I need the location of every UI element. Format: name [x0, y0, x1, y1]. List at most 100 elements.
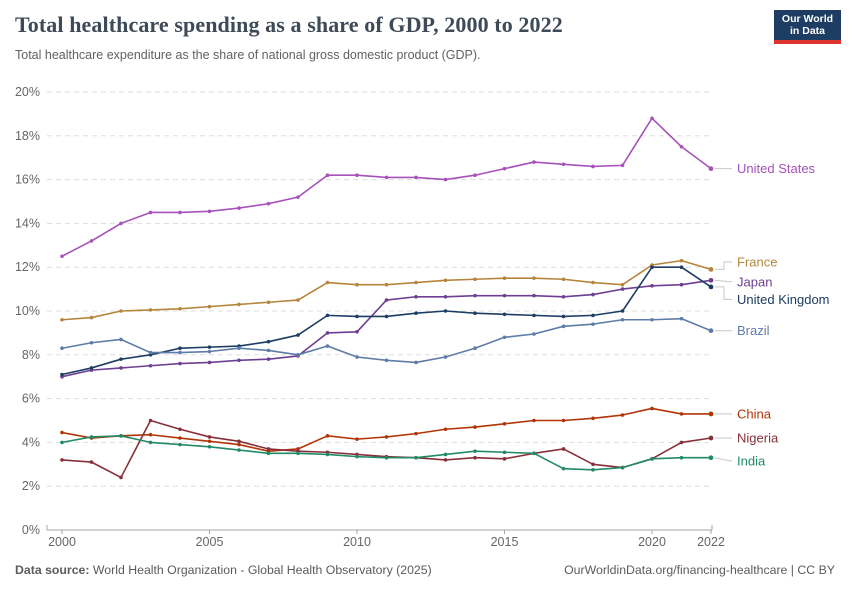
data-point[interactable]	[591, 416, 595, 421]
series-france[interactable]: France	[60, 254, 777, 322]
data-point[interactable]	[532, 451, 536, 456]
data-point[interactable]	[620, 465, 625, 470]
series-endpoint-japan[interactable]	[708, 277, 714, 283]
data-point[interactable]	[237, 442, 241, 447]
data-point[interactable]	[237, 439, 241, 444]
data-point[interactable]	[650, 284, 654, 288]
series-brazil[interactable]: Brazil	[60, 316, 770, 365]
legend-label-united-states[interactable]: United States	[737, 161, 816, 176]
data-point[interactable]	[414, 294, 418, 299]
data-point[interactable]	[414, 280, 418, 285]
data-point[interactable]	[207, 209, 212, 214]
data-point[interactable]	[178, 442, 182, 447]
data-point[interactable]	[119, 357, 123, 361]
owid-logo[interactable]: Our World in Data	[774, 10, 841, 44]
series-endpoint-united-kingdom[interactable]	[708, 284, 714, 290]
data-point[interactable]	[561, 447, 566, 451]
data-point[interactable]	[620, 287, 625, 291]
data-point[interactable]	[650, 406, 654, 411]
data-point[interactable]	[650, 116, 654, 121]
data-point[interactable]	[355, 314, 359, 319]
series-endpoint-nigeria[interactable]	[708, 435, 714, 441]
data-point[interactable]	[89, 340, 94, 345]
data-point[interactable]	[502, 166, 507, 171]
series-line-china[interactable]	[61, 407, 712, 452]
legend-label-united-kingdom[interactable]: United Kingdom	[737, 292, 830, 307]
series-china[interactable]: China	[60, 406, 772, 453]
data-point[interactable]	[148, 350, 153, 355]
data-point[interactable]	[502, 457, 507, 461]
data-point[interactable]	[60, 372, 64, 377]
data-point[interactable]	[502, 276, 507, 280]
data-point[interactable]	[591, 462, 595, 467]
data-point[interactable]	[207, 304, 212, 309]
data-point[interactable]	[443, 294, 448, 299]
data-point[interactable]	[355, 355, 359, 359]
data-point[interactable]	[178, 350, 182, 355]
data-point[interactable]	[296, 353, 300, 357]
data-point[interactable]	[620, 163, 625, 168]
series-line-united-states[interactable]	[61, 117, 712, 258]
data-point[interactable]	[237, 346, 241, 351]
data-point[interactable]	[60, 254, 64, 259]
data-point[interactable]	[148, 440, 153, 445]
owid-link[interactable]: OurWorldinData.org/financing-healthcare …	[564, 563, 835, 577]
data-point[interactable]	[178, 427, 182, 432]
series-japan[interactable]: Japan	[60, 274, 772, 379]
legend-label-brazil[interactable]: Brazil	[737, 323, 770, 338]
data-point[interactable]	[207, 345, 212, 349]
data-point[interactable]	[296, 195, 300, 199]
data-point[interactable]	[266, 339, 271, 344]
data-point[interactable]	[89, 366, 94, 370]
data-point[interactable]	[679, 265, 684, 270]
data-point[interactable]	[414, 431, 418, 436]
data-point[interactable]	[89, 435, 94, 439]
data-point[interactable]	[384, 455, 389, 460]
data-point[interactable]	[266, 300, 271, 305]
data-point[interactable]	[325, 344, 330, 348]
data-point[interactable]	[119, 337, 123, 342]
data-point[interactable]	[384, 298, 389, 302]
data-point[interactable]	[620, 309, 625, 313]
data-point[interactable]	[178, 436, 182, 440]
data-point[interactable]	[355, 437, 359, 441]
data-point[interactable]	[266, 201, 271, 206]
data-point[interactable]	[561, 294, 566, 299]
series-endpoint-france[interactable]	[708, 266, 714, 272]
data-point[interactable]	[178, 346, 182, 351]
data-point[interactable]	[502, 293, 507, 298]
data-point[interactable]	[561, 466, 566, 471]
data-point[interactable]	[532, 332, 536, 336]
data-point[interactable]	[620, 413, 625, 417]
data-point[interactable]	[473, 277, 477, 282]
data-point[interactable]	[207, 360, 212, 365]
data-point[interactable]	[119, 309, 123, 313]
data-point[interactable]	[325, 434, 330, 438]
data-point[interactable]	[237, 358, 241, 363]
data-point[interactable]	[591, 467, 595, 472]
data-point[interactable]	[296, 333, 300, 337]
data-point[interactable]	[591, 164, 595, 169]
data-point[interactable]	[561, 418, 566, 423]
data-point[interactable]	[473, 425, 477, 429]
data-point[interactable]	[679, 258, 684, 263]
series-nigeria[interactable]: Nigeria	[60, 418, 779, 480]
data-point[interactable]	[148, 308, 153, 312]
data-point[interactable]	[443, 177, 448, 182]
data-point[interactable]	[502, 421, 507, 426]
data-point[interactable]	[325, 280, 330, 285]
data-point[interactable]	[679, 440, 684, 445]
data-point[interactable]	[384, 435, 389, 439]
data-point[interactable]	[237, 206, 241, 210]
data-point[interactable]	[119, 221, 123, 226]
data-point[interactable]	[443, 427, 448, 432]
data-point[interactable]	[266, 451, 271, 456]
data-point[interactable]	[384, 314, 389, 319]
data-point[interactable]	[591, 322, 595, 326]
data-point[interactable]	[266, 447, 271, 451]
data-point[interactable]	[325, 173, 330, 178]
data-point[interactable]	[355, 282, 359, 287]
data-point[interactable]	[443, 452, 448, 457]
data-point[interactable]	[532, 293, 536, 298]
data-point[interactable]	[207, 349, 212, 354]
